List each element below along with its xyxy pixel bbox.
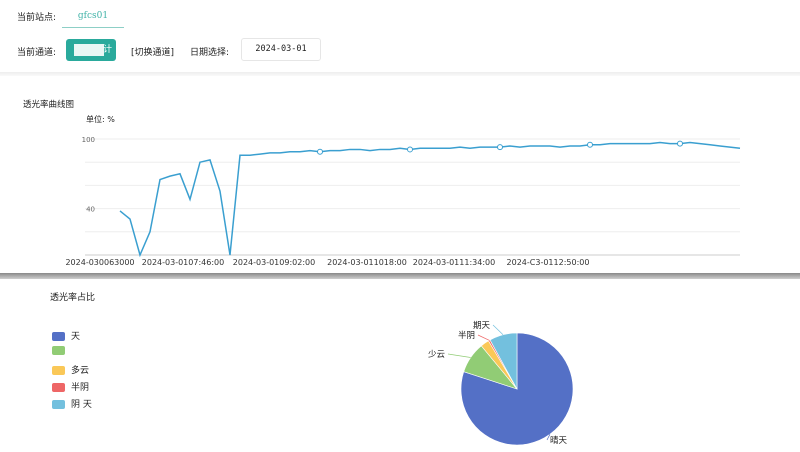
x-tick-label: 2024-030063000 [65,258,134,267]
series-line [119,141,741,258]
pie-label: 半阴 [458,330,475,341]
legend-item[interactable]: 阴 天 [52,397,152,411]
legend-item[interactable]: 天 [52,329,152,343]
pie-label: 晴天 [550,435,568,446]
line-chart-title: 透光率曲线图 [23,100,75,110]
data-point [407,146,413,153]
y-tick-label: 100 [82,136,95,144]
legend-label: 半阴 [71,383,90,393]
legend-swatch [52,346,65,355]
label-line [477,334,490,341]
legend-swatch [52,383,65,392]
channel-label: 当前通道: [17,48,57,58]
data-point [497,144,503,151]
pie-label: 少云 [428,350,446,360]
label-line [546,434,551,441]
x-tick-label: 2024-03-0111:34:00 [413,258,495,267]
line-chart: 100 40 2024-030063000 2024-03-0107:46:00 202… [65,136,741,267]
date-label: 日期选择: [190,48,230,58]
unit-label: 单位: % [86,115,115,124]
switch-channel-link[interactable]: [切换通道] [131,48,175,58]
divider [0,72,800,76]
x-tick-label: 2024-03-011018:00 [327,258,407,267]
pie-label: 期天 [473,321,491,331]
channel-name-mask [74,44,104,56]
legend-item[interactable]: 多云 [52,363,152,377]
legend-swatch [52,400,65,409]
data-point [587,141,593,148]
section-separator [0,273,800,279]
site-tab[interactable]: gfcs01 [62,4,124,28]
legend-item[interactable]: 半阴 [52,380,152,394]
data-point [677,140,683,147]
label-line [492,324,504,336]
x-tick-label: 2024-03-0107:46:00 [142,258,224,267]
legend-label: 阴 天 [71,400,92,410]
date-picker[interactable]: 2024-03-01 [241,38,321,61]
legend-label: 天 [71,332,81,342]
pie-slice [489,332,518,390]
site-label: 当前站点: [17,13,57,23]
y-tick-label: 40 [86,206,95,214]
legend-swatch [52,366,65,375]
x-tick-label: 2024-03-0109:02:00 [233,258,315,267]
legend-item[interactable] [52,346,152,360]
legend-label: 多云 [71,366,90,376]
label-line [447,353,471,358]
legend-swatch [52,332,65,341]
data-point [317,148,323,155]
pie-chart-title: 透光率占比 [50,293,96,303]
x-tick-label: 2024-C3-0112:50:00 [507,258,590,267]
